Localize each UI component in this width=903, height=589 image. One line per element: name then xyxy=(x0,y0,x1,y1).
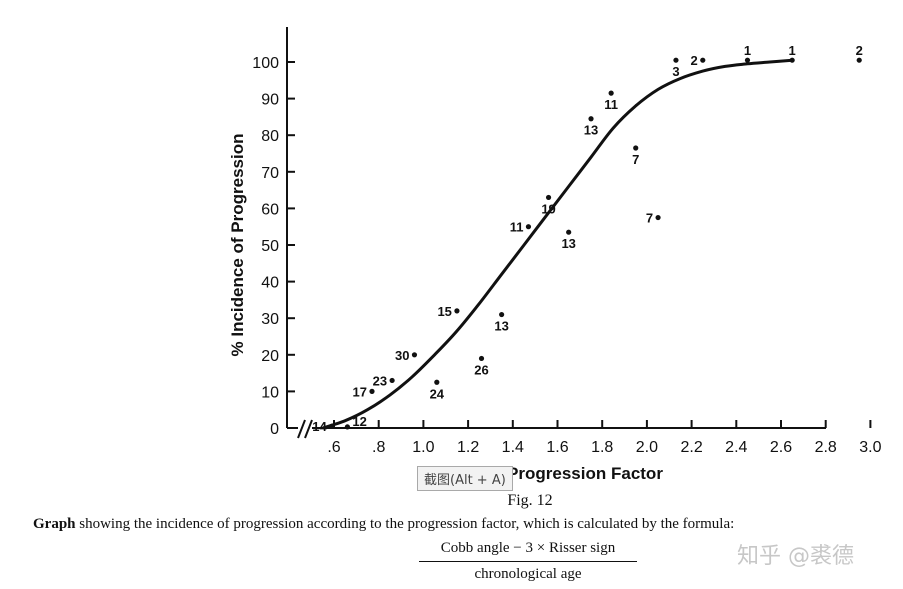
data-point xyxy=(344,424,351,430)
ticks: 0 10 20 30 40 50 60 70 80 90 100 .6 .8 1.0 1.2 1.4 1.6 1.… xyxy=(252,55,881,456)
fit-curve xyxy=(322,58,793,430)
data-point-label: 7 xyxy=(632,152,639,167)
data-point-label: 13 xyxy=(494,319,508,334)
data-point xyxy=(673,57,679,63)
caption-text: showing the incidence of progression acc… xyxy=(75,516,735,532)
x-tick-label: 2.0 xyxy=(636,439,658,456)
data-point xyxy=(525,224,532,230)
figure-label: Fig. 12 xyxy=(507,492,553,509)
y-tick-label: 20 xyxy=(261,348,279,365)
data-point-label: 2 xyxy=(691,53,698,68)
data-point-label: 30 xyxy=(395,348,409,363)
y-tick-label: 50 xyxy=(261,238,279,255)
x-tick-label: 3.0 xyxy=(859,439,881,456)
formula-numerator: Cobb angle − 3 × Risser sign xyxy=(419,540,637,562)
data-point-label: 19 xyxy=(541,201,555,216)
y-tick-label: 40 xyxy=(261,275,279,292)
data-point xyxy=(454,308,460,314)
data-point xyxy=(588,116,594,122)
x-tick-label: 1.2 xyxy=(457,439,479,456)
watermark: 知乎 @裘德 xyxy=(737,544,854,569)
y-tick-label: 80 xyxy=(261,128,279,145)
data-point-label: 24 xyxy=(430,386,445,401)
data-point xyxy=(545,194,552,201)
caption: Graph showing the incidence of progressi… xyxy=(33,516,893,533)
x-tick-label: .6 xyxy=(327,439,340,456)
y-tick-label: 0 xyxy=(270,421,279,438)
y-tick-label: 10 xyxy=(261,384,279,401)
x-tick-label: 2.4 xyxy=(725,439,747,456)
data-point-label: 12 xyxy=(352,414,366,429)
data-point xyxy=(369,388,375,394)
y-tick-label: 70 xyxy=(261,165,279,182)
x-tick-label: 1.4 xyxy=(502,439,524,456)
x-axis-title: Progression Factor xyxy=(507,464,663,483)
data-point-label: 17 xyxy=(353,384,367,399)
axis-break-mark xyxy=(304,419,313,439)
axes xyxy=(286,27,826,439)
x-tick-label: 1.0 xyxy=(412,439,434,456)
data-point xyxy=(608,90,614,96)
caption-lead: Graph xyxy=(33,516,76,532)
x-tick-label: 1.8 xyxy=(591,439,613,456)
data-point xyxy=(478,355,485,362)
data-point-label: 11 xyxy=(510,220,524,235)
formula-denominator: chronological age xyxy=(474,566,582,582)
data-point xyxy=(499,311,505,318)
data-point xyxy=(700,57,706,63)
formula: Cobb angle − 3 × Risser sign chronologic… xyxy=(419,540,637,583)
data-point-label: 23 xyxy=(373,373,387,388)
data-point xyxy=(655,214,661,221)
data-point xyxy=(744,57,751,63)
data-point xyxy=(389,377,395,384)
data-point xyxy=(566,229,572,235)
data-point xyxy=(434,379,440,385)
axis-break-mark xyxy=(297,419,306,439)
y-tick-label: 30 xyxy=(261,311,279,328)
data-point xyxy=(329,423,335,429)
data-point-label: 2 xyxy=(856,43,863,58)
data-point-label: 26 xyxy=(474,362,488,377)
data-point-label: 3 xyxy=(672,64,679,79)
data-point-label: 1 xyxy=(789,43,796,58)
data-point xyxy=(411,352,418,358)
data-point-label: 15 xyxy=(437,304,451,319)
data-point-label: 13 xyxy=(561,236,575,251)
x-tick-label: 2.8 xyxy=(815,439,837,456)
data-point-label: 11 xyxy=(604,97,618,112)
data-point xyxy=(633,145,639,151)
data-point-label: 7 xyxy=(646,211,653,226)
data-point-label: 1 xyxy=(744,43,751,58)
y-tick-label: 90 xyxy=(261,92,279,109)
chart: 0 10 20 30 40 50 60 70 80 90 100 .6 .8 1.0 1.2 1.4 1.6 1.… xyxy=(228,27,882,483)
y-tick-label: 100 xyxy=(252,55,279,72)
data-point-label: 13 xyxy=(584,123,598,138)
x-tick-label: 2.2 xyxy=(680,439,702,456)
x-tick-label: 1.6 xyxy=(546,439,568,456)
data-point-label: 14 xyxy=(312,419,327,434)
data-point xyxy=(856,57,862,63)
data-point xyxy=(789,57,795,63)
y-axis-title: % Incidence of Progression xyxy=(228,134,247,357)
y-tick-label: 60 xyxy=(261,201,279,218)
x-tick-label: 2.6 xyxy=(770,439,792,456)
x-tick-label: .8 xyxy=(372,439,385,456)
screenshot-tooltip: 截图(Alt + A) xyxy=(417,466,513,491)
